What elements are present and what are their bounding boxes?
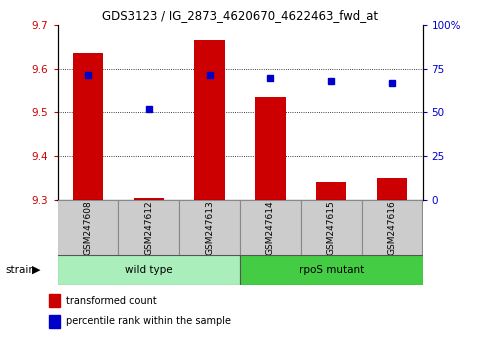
Bar — [72, 53, 103, 200]
Bar — [255, 97, 286, 200]
Text: rpoS mutant: rpoS mutant — [298, 265, 364, 275]
Bar — [58, 255, 240, 285]
Text: GSM247612: GSM247612 — [144, 200, 153, 255]
Text: GSM247613: GSM247613 — [205, 200, 214, 255]
Text: GSM247616: GSM247616 — [388, 200, 396, 255]
Bar — [58, 200, 118, 255]
Text: GSM247615: GSM247615 — [327, 200, 336, 255]
Text: transformed count: transformed count — [66, 296, 157, 306]
Bar — [134, 198, 164, 200]
Bar — [316, 183, 346, 200]
Bar — [362, 200, 422, 255]
Text: GSM247614: GSM247614 — [266, 200, 275, 255]
Bar — [194, 40, 225, 200]
Bar — [49, 295, 60, 307]
Bar — [301, 200, 362, 255]
Text: wild type: wild type — [125, 265, 172, 275]
Text: GSM247608: GSM247608 — [84, 200, 92, 255]
Bar — [240, 200, 301, 255]
Bar — [377, 178, 408, 200]
Text: GDS3123 / IG_2873_4620670_4622463_fwd_at: GDS3123 / IG_2873_4620670_4622463_fwd_at — [102, 9, 378, 22]
Bar — [179, 200, 240, 255]
Bar — [49, 315, 60, 328]
Text: ▶: ▶ — [32, 265, 40, 275]
Text: strain: strain — [5, 265, 35, 275]
Bar — [118, 200, 179, 255]
Text: percentile rank within the sample: percentile rank within the sample — [66, 316, 232, 326]
Bar — [240, 255, 422, 285]
